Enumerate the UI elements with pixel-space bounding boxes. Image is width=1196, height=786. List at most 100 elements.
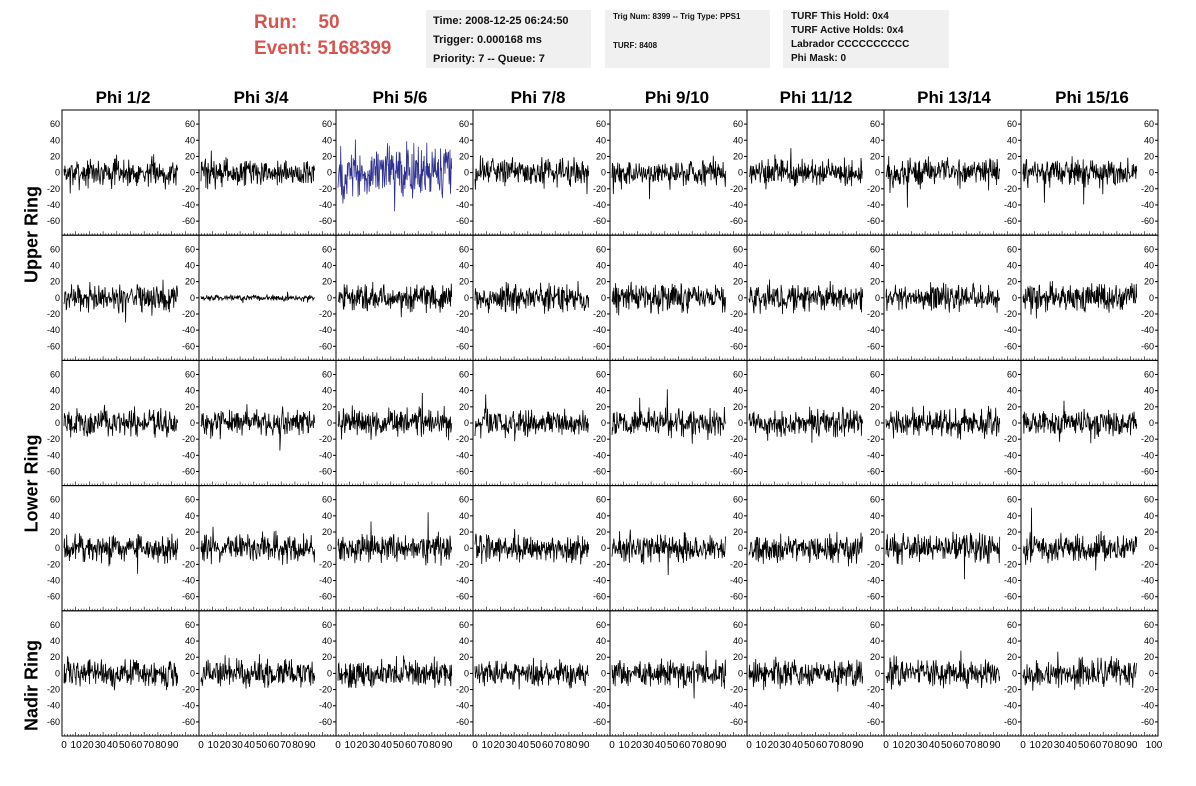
y-tick-label: -60 (1004, 717, 1017, 727)
y-tick-label: -20 (730, 685, 743, 695)
waveform-trace (200, 291, 316, 304)
column-header-phi-13-14: Phi 13/14 (917, 88, 991, 107)
y-tick-label: -40 (182, 450, 195, 460)
y-tick-label: -20 (1141, 685, 1154, 695)
turf-text: TURF: 8408 (613, 41, 658, 50)
y-tick-label-left: 40 (50, 135, 60, 145)
y-tick-label-left: -60 (47, 467, 60, 477)
y-tick-label: 40 (1144, 260, 1154, 270)
y-tick-label: 40 (1007, 135, 1017, 145)
y-tick-label-left: -60 (47, 592, 60, 602)
y-tick-label: 0 (464, 543, 469, 553)
turf-info-box: TURF This Hold: 0x4 TURF Active Holds: 0… (783, 10, 949, 68)
y-tick-label: 60 (870, 244, 880, 254)
y-tick-label: 0 (875, 293, 880, 303)
x-tick-label: 30 (1054, 740, 1066, 751)
x-tick-label: 50 (256, 740, 268, 751)
y-tick-label: 0 (601, 668, 606, 678)
y-tick-label: -40 (319, 200, 332, 210)
y-tick-label: -40 (182, 325, 195, 335)
panel-r1-c4: -60 -40 -20 0 20 40 60 (609, 234, 748, 361)
waveform-trace (337, 512, 453, 566)
panel-r2-c2: -60 -40 -20 0 20 40 60 (335, 359, 474, 487)
y-tick-label: 60 (870, 620, 880, 630)
y-tick-label: 20 (1144, 277, 1154, 287)
y-tick-label: -40 (319, 450, 332, 460)
y-tick-label: -20 (1141, 309, 1154, 319)
run-value: 50 (318, 12, 340, 33)
y-tick-label: 40 (733, 636, 743, 646)
x-tick-label: 0 (335, 740, 341, 751)
y-tick-label: 60 (733, 369, 743, 379)
y-tick-label: 60 (596, 620, 606, 630)
x-tick-label: 30 (780, 740, 792, 751)
y-tick-label-left: 60 (50, 369, 60, 379)
y-tick-label: 60 (185, 369, 195, 379)
y-tick-label: -20 (730, 434, 743, 444)
x-tick-label: 20 (768, 740, 780, 751)
y-tick-label: 20 (459, 652, 469, 662)
y-tick-label: -20 (867, 184, 880, 194)
y-tick-label: 20 (870, 527, 880, 537)
y-tick-label: -20 (1141, 434, 1154, 444)
waveform-trace (200, 150, 316, 190)
y-tick-label: 20 (459, 277, 469, 287)
x-tick-label: 90 (715, 740, 727, 751)
y-tick-label: 0 (738, 293, 743, 303)
x-tick-label: 30 (917, 740, 929, 751)
y-tick-label: 40 (870, 135, 880, 145)
x-tick-label: 30 (643, 740, 655, 751)
y-tick-label: 0 (190, 418, 195, 428)
x-tick-label: 70 (828, 740, 840, 751)
y-tick-label: -40 (319, 701, 332, 711)
y-tick-label: 40 (870, 386, 880, 396)
y-tick-label: -60 (867, 592, 880, 602)
y-tick-label: 40 (185, 135, 195, 145)
y-tick-label: -60 (182, 717, 195, 727)
panel-frame (883, 359, 1022, 487)
y-tick-label: -40 (1004, 450, 1017, 460)
y-tick-label: 20 (596, 652, 606, 662)
y-tick-label: 40 (1144, 636, 1154, 646)
run-label: Run: (254, 12, 298, 33)
panel-r2-c1: -60 -40 -20 0 20 40 60 (198, 359, 337, 487)
y-tick-label: 0 (601, 293, 606, 303)
x-tick-label: 80 (977, 740, 989, 751)
y-tick-label: -40 (1004, 200, 1017, 210)
panel-r1-c0: -60 -60 -40 -40 -20 -20 0 0 20 20 40 40 60 60 (47, 234, 200, 361)
y-tick-label: 40 (185, 636, 195, 646)
panel-r1-c5: -60 -40 -20 0 20 40 60 (746, 234, 885, 361)
waveform-trace (611, 650, 727, 699)
y-tick-label: 60 (596, 369, 606, 379)
y-tick-label: -40 (730, 576, 743, 586)
y-tick-label: -60 (730, 216, 743, 226)
y-tick-label: -60 (319, 592, 332, 602)
trig-info-box: Trig Num: 8399 -- Trig Type: PPS1 TURF: … (605, 10, 770, 68)
y-tick-label: 0 (1149, 168, 1154, 178)
y-tick-label: 40 (596, 260, 606, 270)
waveform-trace (885, 531, 1001, 580)
waveform-trace (474, 528, 590, 565)
y-tick-label: 0 (875, 168, 880, 178)
y-tick-label: -20 (319, 184, 332, 194)
y-tick-label: 0 (327, 543, 332, 553)
column-header-phi-9-10: Phi 9/10 (644, 88, 710, 107)
y-tick-label: 0 (738, 418, 743, 428)
x-tick-label: 40 (792, 740, 804, 751)
y-tick-label: 60 (870, 495, 880, 505)
panel-r0-c7: -60 -40 -20 0 20 40 60 (1020, 109, 1159, 236)
y-tick-label: 0 (464, 168, 469, 178)
x-tick-label: 20 (220, 740, 232, 751)
y-tick-label-left: 20 (50, 277, 60, 287)
x-tick-label: 70 (417, 740, 429, 751)
x-tick-label: 80 (429, 740, 441, 751)
y-tick-label: -20 (456, 309, 469, 319)
y-tick-label: 20 (1007, 652, 1017, 662)
y-tick-label: -60 (1004, 592, 1017, 602)
waveform-trace (337, 281, 453, 318)
y-tick-label: -40 (593, 325, 606, 335)
y-tick-label: 20 (596, 527, 606, 537)
column-header-phi-7-8: Phi 7/8 (510, 88, 566, 107)
